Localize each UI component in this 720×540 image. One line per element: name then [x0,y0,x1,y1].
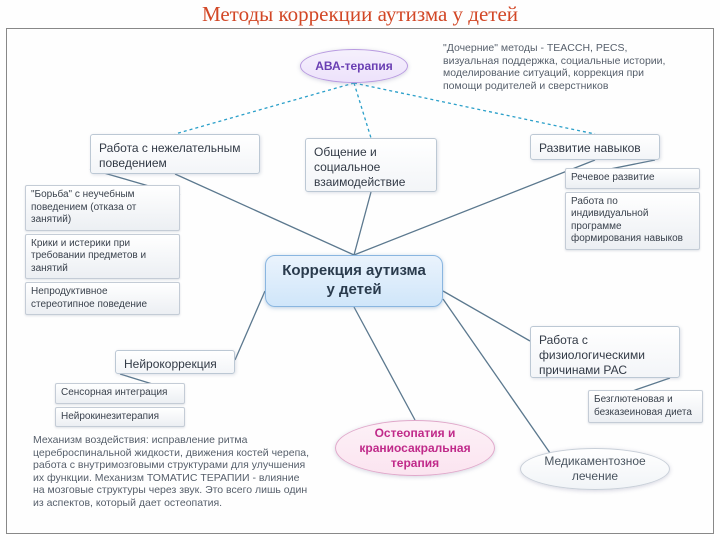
chip-item: Нейрокинезитерапия [55,407,185,428]
chip-item: Крики и истерики при требовании предмето… [25,234,180,280]
neuro-description: Механизм воздействия: исправление ритма … [25,428,320,516]
chip-item: "Борьба" с неучебным поведением (отказа … [25,185,180,231]
osteo-oval: Остеопатия икраниосакральнаятерапия [335,420,495,476]
aba-description: "Дочерние" методы - TEACCH, PECS, визуал… [435,36,680,98]
physio-items: Безглютеновая и безказеиновая диета [588,390,703,426]
chip-item: Речевое развитие [565,168,700,189]
behavior-items: "Борьба" с неучебным поведением (отказа … [25,185,180,318]
chip-item: Непродуктивное стереотипное поведение [25,282,180,315]
physio-box: Работа с физиологическими причинами РАС [530,326,680,378]
page-title: Методы коррекции аутизма у детей [0,2,720,27]
center-node: Коррекция аутизмау детей [265,255,443,307]
neuro-items: Сенсорная интеграция Нейрокинезитерапия [55,383,185,430]
skills-box: Развитие навыков [530,134,660,160]
neuro-box: Нейрокоррекция [115,350,235,374]
chip-item: Безглютеновая и безказеиновая диета [588,390,703,423]
skills-items: Речевое развитие Работа по индивидуальной… [565,168,700,253]
chip-item: Работа по индивидуальной программе форми… [565,192,700,250]
meds-oval: Медикаментозноелечение [520,448,670,490]
aba-therapy-oval: АВА-терапия [300,49,408,83]
behavior-box: Работа с нежелательным поведением [90,134,260,174]
communication-box: Общение и социальное взаимодействие [305,138,437,192]
chip-item: Сенсорная интеграция [55,383,185,404]
